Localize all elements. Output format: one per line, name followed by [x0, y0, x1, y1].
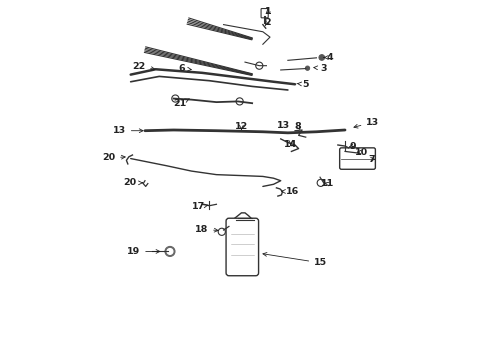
Text: 11: 11	[320, 179, 334, 188]
Text: 16: 16	[282, 187, 299, 196]
Text: 19: 19	[127, 247, 160, 256]
Text: 10: 10	[355, 148, 368, 157]
Text: 20: 20	[123, 178, 143, 187]
Text: 21: 21	[173, 99, 190, 108]
Text: 13: 13	[277, 121, 290, 130]
Text: 15: 15	[263, 252, 327, 267]
Text: 13: 13	[354, 118, 379, 128]
FancyBboxPatch shape	[226, 218, 259, 276]
Text: 22: 22	[132, 62, 155, 71]
FancyBboxPatch shape	[261, 9, 268, 18]
Circle shape	[319, 55, 325, 60]
Text: 3: 3	[314, 64, 327, 73]
Text: 1: 1	[265, 7, 271, 16]
Text: 5: 5	[297, 80, 309, 89]
Text: 13: 13	[113, 126, 143, 135]
Text: 8: 8	[294, 122, 301, 131]
Text: 7: 7	[368, 155, 375, 164]
Text: 2: 2	[264, 18, 270, 27]
Circle shape	[165, 247, 175, 256]
Text: 9: 9	[349, 141, 356, 150]
FancyBboxPatch shape	[340, 148, 375, 169]
Text: 14: 14	[284, 140, 297, 149]
Text: 4: 4	[324, 53, 333, 62]
Circle shape	[305, 66, 310, 70]
Text: 17: 17	[192, 202, 208, 211]
Text: 18: 18	[195, 225, 218, 234]
Polygon shape	[234, 213, 252, 222]
Text: 20: 20	[102, 153, 125, 162]
Circle shape	[167, 249, 173, 254]
Text: 12: 12	[235, 122, 248, 131]
Text: 6: 6	[178, 64, 191, 73]
